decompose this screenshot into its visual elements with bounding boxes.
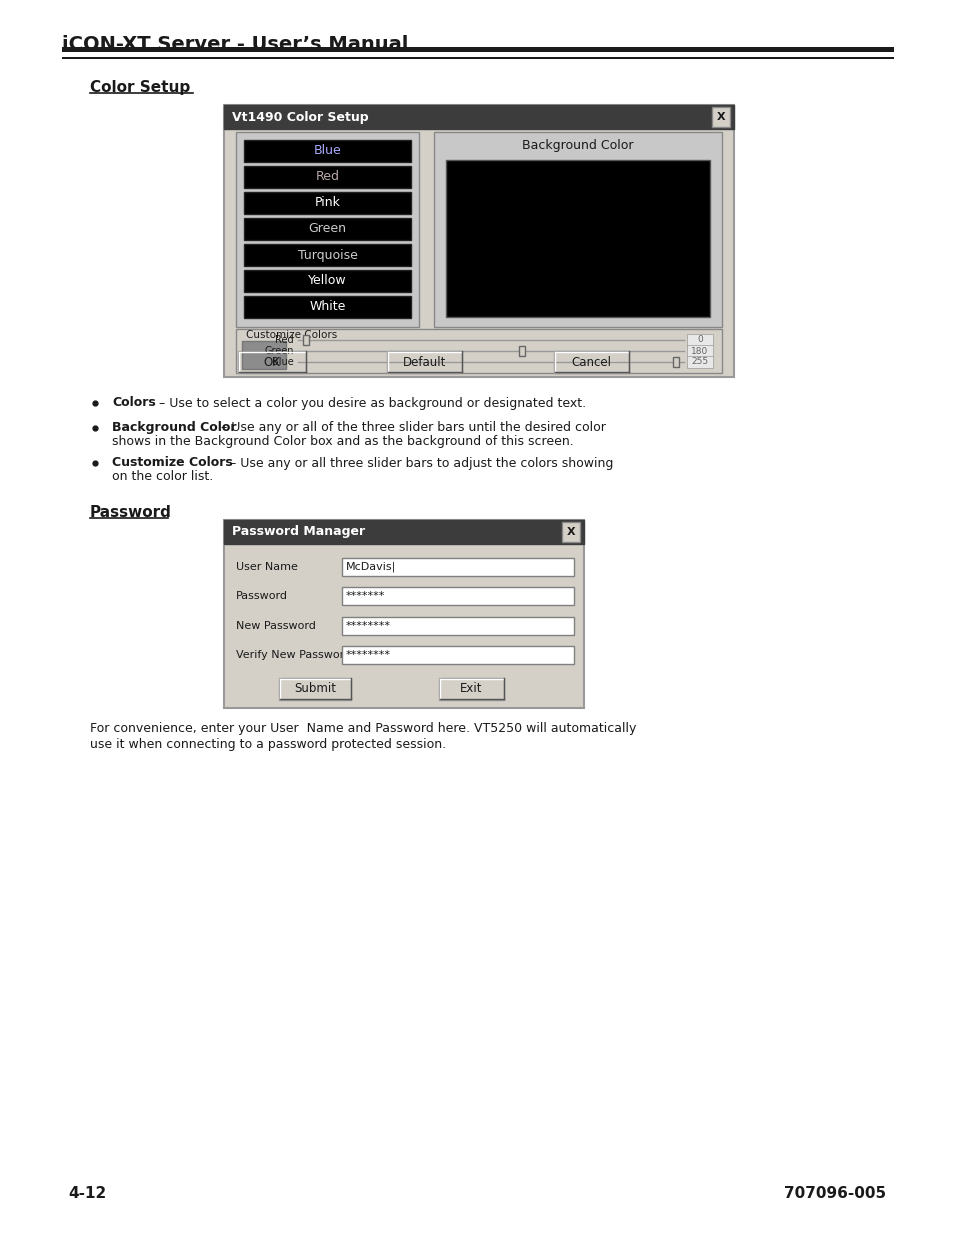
Text: Red: Red	[315, 170, 339, 184]
Bar	[561, 522, 579, 542]
Text: 255: 255	[691, 357, 708, 367]
Bar	[341, 588, 574, 605]
Bar	[673, 357, 679, 367]
Text: – Use any or all three slider bars to adjust the colors showing: – Use any or all three slider bars to ad…	[226, 457, 613, 469]
Text: – Use to select a color you desire as background or designated text.: – Use to select a color you desire as ba…	[154, 396, 585, 410]
Bar	[235, 132, 418, 327]
Text: Blue: Blue	[314, 144, 341, 158]
Text: Verify New Password: Verify New Password	[235, 651, 351, 661]
Bar	[235, 329, 721, 373]
Text: Password: Password	[235, 592, 288, 601]
Text: on the color list.: on the color list.	[112, 471, 213, 483]
Text: Color Setup: Color Setup	[90, 80, 190, 95]
Bar	[244, 191, 411, 214]
Bar	[278, 678, 351, 700]
Bar	[224, 520, 583, 708]
Bar	[242, 341, 286, 369]
Text: 180: 180	[691, 347, 708, 356]
Text: use it when connecting to a password protected session.: use it when connecting to a password pro…	[90, 739, 446, 751]
Text: Pink: Pink	[314, 196, 340, 210]
Text: McDavis|: McDavis|	[346, 562, 395, 572]
Text: Customize Colors: Customize Colors	[112, 457, 233, 469]
Bar	[341, 646, 574, 664]
Text: Background Color: Background Color	[521, 140, 633, 152]
Text: For convenience, enter your User  Name and Password here. VT5250 will automatica: For convenience, enter your User Name an…	[90, 722, 636, 735]
Text: Green: Green	[308, 222, 346, 236]
Bar	[387, 351, 461, 373]
Bar	[224, 105, 733, 377]
Text: White: White	[309, 300, 345, 314]
Text: *******: *******	[346, 592, 385, 601]
Text: Customize Colors: Customize Colors	[246, 330, 337, 340]
Text: New Password: New Password	[235, 621, 315, 631]
Text: Red: Red	[275, 335, 294, 345]
Text: X: X	[716, 112, 724, 122]
Bar	[224, 105, 733, 128]
Text: Submit: Submit	[294, 683, 335, 695]
Bar	[518, 346, 524, 356]
Text: iCON-XT Server - User’s Manual: iCON-XT Server - User’s Manual	[62, 35, 408, 54]
Bar	[686, 356, 712, 368]
Text: shows in the Background Color box and as the background of this screen.: shows in the Background Color box and as…	[112, 436, 573, 448]
Bar	[446, 161, 709, 317]
Text: Password Manager: Password Manager	[232, 526, 365, 538]
Text: Yellow: Yellow	[308, 274, 347, 288]
Bar	[434, 132, 721, 327]
Bar	[62, 47, 893, 52]
Text: Turquoise: Turquoise	[297, 248, 357, 262]
Text: Background Color: Background Color	[112, 421, 236, 435]
Bar	[686, 333, 712, 346]
Text: OK: OK	[263, 356, 280, 368]
Bar	[244, 270, 411, 291]
Text: Default: Default	[402, 356, 446, 368]
Text: – Use any or all of the three slider bars until the desired color: – Use any or all of the three slider bar…	[216, 421, 605, 435]
Text: User Name: User Name	[235, 562, 297, 572]
Text: ********: ********	[346, 651, 391, 661]
Text: Blue: Blue	[272, 357, 294, 367]
Bar	[554, 351, 628, 373]
Text: Exit: Exit	[459, 683, 482, 695]
Bar	[244, 165, 411, 188]
Text: Cancel: Cancel	[571, 356, 611, 368]
Text: ********: ********	[346, 621, 391, 631]
Text: 707096-005: 707096-005	[783, 1186, 885, 1200]
Text: Password: Password	[90, 505, 172, 520]
Bar	[341, 616, 574, 635]
Bar	[244, 296, 411, 317]
Bar	[302, 335, 309, 345]
Bar	[237, 351, 306, 373]
Bar	[341, 558, 574, 576]
Bar	[244, 219, 411, 240]
Bar	[438, 678, 503, 700]
Text: Vt1490 Color Setup: Vt1490 Color Setup	[232, 110, 368, 124]
Bar	[711, 107, 729, 127]
Text: Colors: Colors	[112, 396, 155, 410]
Bar	[62, 57, 893, 59]
Text: X: X	[566, 527, 575, 537]
Bar	[244, 140, 411, 162]
Bar	[224, 520, 583, 543]
Bar	[244, 245, 411, 266]
Bar	[686, 345, 712, 357]
Text: 4-12: 4-12	[68, 1186, 106, 1200]
Text: Green: Green	[264, 346, 294, 356]
Text: 0: 0	[697, 336, 702, 345]
